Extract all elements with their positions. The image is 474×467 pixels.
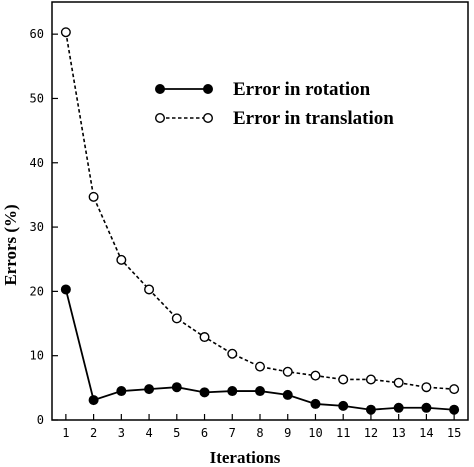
data-point-error-in-translation [338,374,349,385]
x-tick-label: 8 [256,426,263,440]
y-tick-label: 10 [30,349,44,363]
data-point-error-in-rotation [282,389,293,400]
data-point-error-in-rotation [338,400,349,411]
y-tick-label: 40 [30,156,44,170]
x-tick-label: 1 [62,426,69,440]
x-tick-label: 15 [447,426,461,440]
x-tick-label: 7 [229,426,236,440]
data-point-error-in-rotation [144,384,155,395]
x-axis-title: Iterations [210,448,281,467]
data-point-error-in-translation [116,254,127,265]
data-point-error-in-rotation [199,387,210,398]
legend-marker-error-in-rotation [154,83,165,94]
y-axis-title: Errors (%) [1,204,20,285]
data-point-error-in-rotation [254,386,265,397]
y-tick-label: 20 [30,284,44,298]
plot-frame [51,1,469,421]
legend: Error in rotation Error in translation [154,79,394,129]
x-tick-label: 9 [284,426,291,440]
data-point-error-in-rotation [393,402,404,413]
data-point-error-in-translation [227,348,238,359]
y-tick-label: 30 [30,220,44,234]
x-tick-label: 10 [308,426,322,440]
x-tick-label: 5 [173,426,180,440]
legend-marker-error-in-rotation [202,83,213,94]
x-tick-label: 3 [118,426,125,440]
data-point-error-in-translation [393,377,404,388]
data-point-error-in-rotation [60,284,71,295]
data-point-error-in-translation [60,27,71,38]
y-tick-label: 0 [37,413,44,427]
x-tick-label: 13 [391,426,405,440]
data-point-error-in-rotation [421,402,432,413]
data-point-error-in-rotation [171,382,182,393]
data-point-error-in-translation [88,191,99,202]
legend-marker-error-in-translation [202,112,213,123]
data-point-error-in-translation [365,374,376,385]
data-point-error-in-rotation [310,398,321,409]
x-tick-label: 11 [336,426,350,440]
data-point-error-in-translation [144,284,155,295]
x-tick-label: 12 [364,426,378,440]
legend-label-error-in-translation: Error in translation [233,108,394,129]
x-tick-label: 2 [90,426,97,440]
x-tick-label: 14 [419,426,433,440]
y-tick-label: 50 [30,91,44,105]
data-point-error-in-translation [310,370,321,381]
series-layer [60,27,460,415]
data-point-error-in-translation [282,366,293,377]
data-point-error-in-translation [199,332,210,343]
data-point-error-in-rotation [116,386,127,397]
data-point-error-in-translation [171,313,182,324]
y-tick-label: 60 [30,27,44,41]
data-point-error-in-rotation [365,404,376,415]
legend-label-error-in-rotation: Error in rotation [233,79,371,100]
legend-marker-error-in-translation [154,112,165,123]
data-point-error-in-rotation [227,386,238,397]
data-point-error-in-translation [421,382,432,393]
series-line-error-in-translation [65,32,455,390]
x-tick-label: 6 [201,426,208,440]
data-point-error-in-translation [254,361,265,372]
x-tick-label: 4 [145,426,152,440]
data-point-error-in-rotation [449,404,460,415]
data-point-error-in-rotation [88,395,99,406]
data-point-error-in-translation [449,384,460,395]
